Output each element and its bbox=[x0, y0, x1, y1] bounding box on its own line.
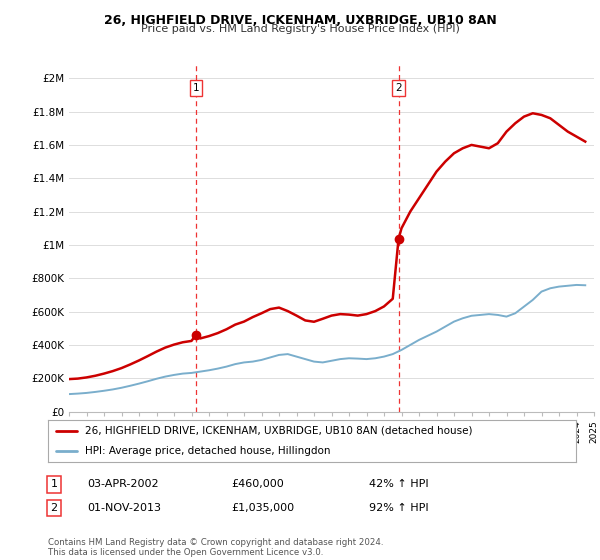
Text: 2: 2 bbox=[50, 503, 58, 513]
Text: £1,035,000: £1,035,000 bbox=[231, 503, 294, 513]
Text: 03-APR-2002: 03-APR-2002 bbox=[87, 479, 158, 489]
Text: 92% ↑ HPI: 92% ↑ HPI bbox=[369, 503, 428, 513]
Text: 1: 1 bbox=[193, 83, 199, 94]
Text: HPI: Average price, detached house, Hillingdon: HPI: Average price, detached house, Hill… bbox=[85, 446, 331, 456]
Text: Contains HM Land Registry data © Crown copyright and database right 2024.
This d: Contains HM Land Registry data © Crown c… bbox=[48, 538, 383, 557]
Text: £460,000: £460,000 bbox=[231, 479, 284, 489]
Text: 01-NOV-2013: 01-NOV-2013 bbox=[87, 503, 161, 513]
Text: Price paid vs. HM Land Registry's House Price Index (HPI): Price paid vs. HM Land Registry's House … bbox=[140, 24, 460, 34]
Text: 26, HIGHFIELD DRIVE, ICKENHAM, UXBRIDGE, UB10 8AN: 26, HIGHFIELD DRIVE, ICKENHAM, UXBRIDGE,… bbox=[104, 14, 496, 27]
Text: 2: 2 bbox=[395, 83, 402, 94]
Text: 1: 1 bbox=[50, 479, 58, 489]
Text: 26, HIGHFIELD DRIVE, ICKENHAM, UXBRIDGE, UB10 8AN (detached house): 26, HIGHFIELD DRIVE, ICKENHAM, UXBRIDGE,… bbox=[85, 426, 472, 436]
Text: 42% ↑ HPI: 42% ↑ HPI bbox=[369, 479, 428, 489]
